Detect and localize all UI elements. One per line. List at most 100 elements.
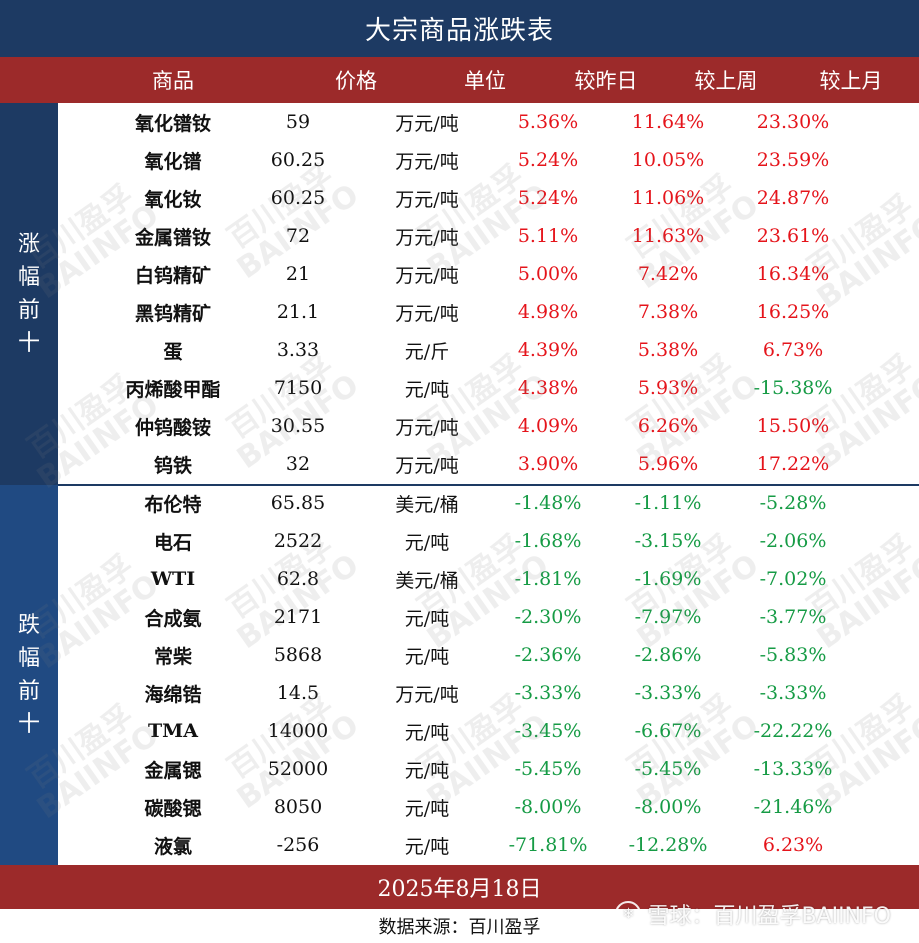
commodity-name: 液氯: [153, 835, 192, 858]
change-vs-last-month: 16.34%: [756, 263, 830, 285]
commodity-name: TMA: [148, 720, 198, 742]
group-label-char: 幅: [17, 265, 40, 290]
unit-value: 万元/吨: [395, 112, 459, 135]
header-vs-last-week: 较上周: [694, 69, 758, 93]
table-row: 仲钨酸铵 30.55 万元/吨 4.09% 6.26% 15.50%: [0, 407, 861, 445]
change-vs-last-month: -3.33%: [759, 682, 827, 704]
change-vs-last-week: -1.11%: [634, 492, 702, 514]
header-vs-yesterday: 较昨日: [574, 69, 638, 93]
group-label-char: 前: [17, 679, 40, 704]
change-vs-yesterday: -71.81%: [508, 834, 588, 856]
brand-text: 雪球：百川盈孚BAIINFO: [647, 904, 891, 929]
change-vs-last-week: 5.93%: [637, 377, 699, 399]
price-value: 65.85: [270, 492, 326, 514]
table-row: 布伦特 65.85 美元/桶 -1.48% -1.11% -5.28%: [0, 484, 861, 522]
change-vs-last-month: 16.25%: [756, 301, 830, 323]
change-vs-last-month: 23.59%: [756, 149, 830, 171]
group-label-char: 跌: [17, 613, 40, 638]
table-row: TMA 14000 元/吨 -3.45% -6.67% -22.22%: [0, 712, 861, 750]
group-label-char: 前: [17, 298, 40, 323]
change-vs-last-month: -22.22%: [753, 720, 833, 742]
price-value: 62.8: [276, 568, 320, 590]
unit-value: 元/吨: [404, 645, 450, 668]
commodity-name: 海绵锆: [144, 683, 202, 706]
change-vs-last-month: 23.61%: [756, 225, 830, 247]
commodity-name: 仲钨酸铵: [134, 416, 211, 439]
change-vs-last-week: -1.69%: [634, 568, 702, 590]
table-row: WTI 62.8 美元/桶 -1.81% -1.69% -7.02%: [0, 560, 861, 598]
commodity-name: 金属锶: [144, 759, 202, 782]
table-row: 白钨精矿 21 万元/吨 5.00% 7.42% 16.34%: [0, 255, 861, 293]
price-value: 21: [285, 263, 311, 285]
change-vs-last-week: -8.00%: [634, 796, 702, 818]
header-price: 价格: [335, 69, 377, 93]
change-vs-last-week: -6.67%: [634, 720, 702, 742]
change-vs-yesterday: 5.00%: [517, 263, 579, 285]
commodity-name: 布伦特: [144, 493, 202, 516]
change-vs-yesterday: -3.45%: [514, 720, 582, 742]
unit-value: 元/吨: [404, 797, 450, 820]
unit-value: 万元/吨: [395, 226, 459, 249]
change-vs-last-week: -2.86%: [634, 644, 702, 666]
commodity-name: 电石: [153, 531, 192, 554]
unit-value: 元/吨: [404, 759, 450, 782]
change-vs-last-week: -7.97%: [634, 606, 702, 628]
change-vs-last-month: 15.50%: [756, 415, 830, 437]
change-vs-last-month: 24.87%: [756, 187, 830, 209]
change-vs-last-month: 6.23%: [762, 834, 824, 856]
change-vs-last-week: 5.38%: [637, 339, 699, 361]
change-vs-yesterday: -8.00%: [514, 796, 582, 818]
change-vs-yesterday: 4.39%: [517, 339, 579, 361]
unit-value: 万元/吨: [395, 302, 459, 325]
change-vs-yesterday: 4.09%: [517, 415, 579, 437]
change-vs-last-month: -5.83%: [759, 644, 827, 666]
change-vs-last-week: -12.28%: [628, 834, 708, 856]
table-row: 丙烯酸甲酯 7150 元/吨 4.38% 5.93% -15.38%: [0, 369, 861, 407]
table-row: 海绵锆 14.5 万元/吨 -3.33% -3.33% -3.33%: [0, 674, 861, 712]
data-source: 数据来源：百川盈孚: [0, 909, 919, 943]
commodity-name: WTI: [150, 568, 196, 590]
snowball-icon: ❄: [615, 901, 642, 927]
column-header-row: 商品 价格 单位 较昨日 较上周 较上月: [0, 57, 919, 103]
report-date: 2025年8月18日: [0, 865, 919, 909]
change-vs-last-month: -2.06%: [759, 530, 827, 552]
unit-value: 万元/吨: [395, 683, 459, 706]
change-vs-yesterday: 3.90%: [517, 453, 579, 475]
table-row: 碳酸锶 8050 元/吨 -8.00% -8.00% -21.46%: [0, 788, 861, 826]
unit-value: 美元/桶: [395, 493, 459, 516]
price-value: 72: [285, 225, 311, 247]
group-label-char: 十: [17, 331, 40, 356]
commodity-name: 丙烯酸甲酯: [125, 378, 221, 401]
unit-value: 元/吨: [404, 835, 450, 858]
commodity-name: 常柴: [153, 645, 192, 668]
change-vs-yesterday: 5.24%: [517, 187, 579, 209]
change-vs-yesterday: -1.68%: [514, 530, 582, 552]
change-vs-last-week: -3.15%: [634, 530, 702, 552]
price-value: 2171: [273, 606, 323, 628]
change-vs-last-week: 11.06%: [631, 187, 705, 209]
table-row: 合成氨 2171 元/吨 -2.30% -7.97% -3.77%: [0, 598, 861, 636]
table-row: 蛋 3.33 元/斤 4.39% 5.38% 6.73%: [0, 331, 861, 369]
change-vs-yesterday: -2.36%: [514, 644, 582, 666]
price-value: 60.25: [270, 149, 326, 171]
group-divider: [58, 484, 919, 486]
table-row: 电石 2522 元/吨 -1.68% -3.15% -2.06%: [0, 522, 861, 560]
unit-value: 元/斤: [404, 340, 450, 363]
change-vs-last-month: 23.30%: [756, 111, 830, 133]
change-vs-last-week: 11.63%: [631, 225, 705, 247]
change-vs-last-week: 7.42%: [637, 263, 699, 285]
unit-value: 元/吨: [404, 378, 450, 401]
table-row: 钨铁 32 万元/吨 3.90% 5.96% 17.22%: [0, 445, 861, 483]
unit-value: 元/吨: [404, 531, 450, 554]
unit-value: 元/吨: [404, 721, 450, 744]
commodity-name: 碳酸锶: [144, 797, 202, 820]
unit-value: 元/吨: [404, 607, 450, 630]
change-vs-last-week: 10.05%: [631, 149, 705, 171]
commodity-name: 氧化镨: [144, 150, 202, 173]
change-vs-yesterday: -5.45%: [514, 758, 582, 780]
table-row: 金属锶 52000 元/吨 -5.45% -5.45% -13.33%: [0, 750, 861, 788]
price-value: 21.1: [276, 301, 320, 323]
change-vs-last-week: 6.26%: [637, 415, 699, 437]
header-name: 商品: [152, 69, 194, 93]
table-title: 大宗商品涨跌表: [0, 0, 919, 57]
